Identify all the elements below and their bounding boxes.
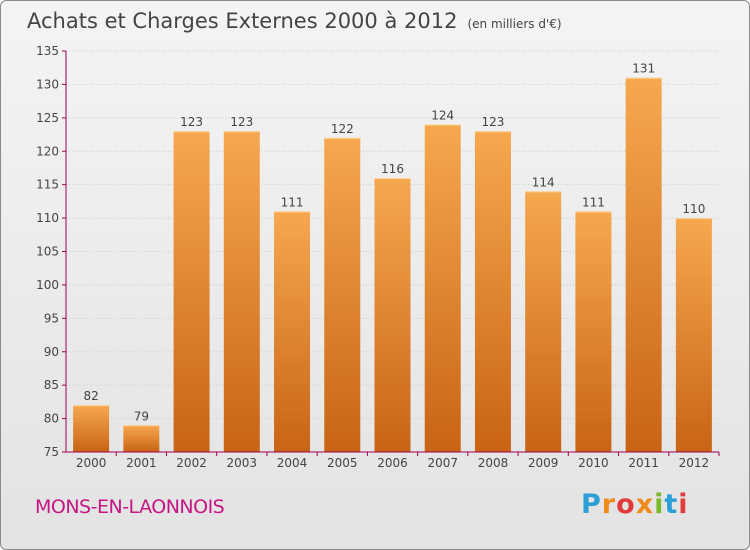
bar-value-label: 122	[331, 122, 354, 136]
bar-value-label: 79	[134, 409, 149, 423]
logo-letter: P	[581, 489, 602, 520]
bar	[223, 131, 260, 452]
x-tick-label: 2005	[327, 456, 358, 470]
y-tick-label: 90	[44, 345, 59, 359]
bar-value-label: 111	[582, 195, 605, 209]
bar-value-label: 111	[281, 195, 304, 209]
x-tick-label: 2006	[377, 456, 408, 470]
bar	[274, 211, 311, 452]
x-tick-label: 2002	[176, 456, 207, 470]
y-tick-label: 130	[36, 77, 59, 91]
x-tick-label: 2000	[76, 456, 107, 470]
logo-letter: r	[601, 489, 617, 520]
axis-layer: 75 80 85 90 95 100 105 110 115 120 125 130 135 2000 20…	[36, 44, 720, 470]
x-tick-label: 2003	[227, 456, 258, 470]
bar-layer: 82 79 123 123 111 122 116 124 123 114 111 131 110	[73, 62, 712, 453]
logo-letter: i	[678, 489, 689, 520]
y-tick-label: 125	[36, 111, 59, 125]
logo-letter: t	[664, 489, 679, 520]
bar-value-label: 123	[230, 115, 253, 129]
bar-value-label: 131	[632, 62, 655, 76]
bar	[424, 124, 461, 453]
bar	[625, 77, 662, 452]
x-tick-label: 2007	[427, 456, 458, 470]
logo-letter: x	[635, 489, 655, 520]
bar	[73, 405, 110, 452]
x-tick-label: 2001	[126, 456, 157, 470]
y-tick-label: 120	[36, 144, 59, 158]
bar-value-label: 124	[431, 109, 454, 123]
chart-title-text: Achats et Charges Externes 2000 à 2012	[27, 9, 458, 33]
y-tick-label: 135	[36, 44, 59, 58]
y-tick-label: 105	[36, 245, 59, 259]
y-tick-label: 80	[44, 412, 59, 426]
chart-title: Achats et Charges Externes 2000 à 2012 (e…	[27, 9, 562, 33]
commune-name: MONS-EN-LAONNOIS	[35, 496, 225, 518]
logo-letter: o	[616, 489, 636, 520]
y-tick-label: 110	[36, 211, 59, 225]
proxiti-logo: Proxiti	[581, 489, 689, 520]
bar	[675, 218, 712, 452]
chart-unit: (en milliers d'€)	[467, 17, 562, 31]
y-tick-label: 95	[44, 311, 59, 325]
x-tick-label: 2008	[478, 456, 509, 470]
bar-value-label: 123	[482, 115, 505, 129]
bar-value-label: 116	[381, 162, 404, 176]
bar-value-label: 123	[180, 115, 203, 129]
x-tick-label: 2010	[578, 456, 609, 470]
x-tick-label: 2012	[679, 456, 710, 470]
bar	[525, 191, 562, 452]
y-tick-label: 115	[36, 178, 59, 192]
y-tick-label: 85	[44, 378, 59, 392]
x-tick-label: 2004	[277, 456, 308, 470]
bar	[374, 177, 411, 452]
x-tick-label: 2009	[528, 456, 559, 470]
bar	[575, 211, 612, 452]
x-tick-label: 2011	[628, 456, 659, 470]
bar-value-label: 82	[83, 389, 98, 403]
y-tick-label: 100	[36, 278, 59, 292]
y-tick-label: 75	[44, 445, 59, 459]
bar-value-label: 110	[682, 202, 705, 216]
bar	[123, 425, 160, 452]
logo-letter: i	[654, 489, 665, 520]
bar	[324, 137, 361, 452]
bar	[474, 131, 511, 452]
bar-value-label: 114	[532, 175, 555, 189]
bar	[173, 131, 210, 452]
